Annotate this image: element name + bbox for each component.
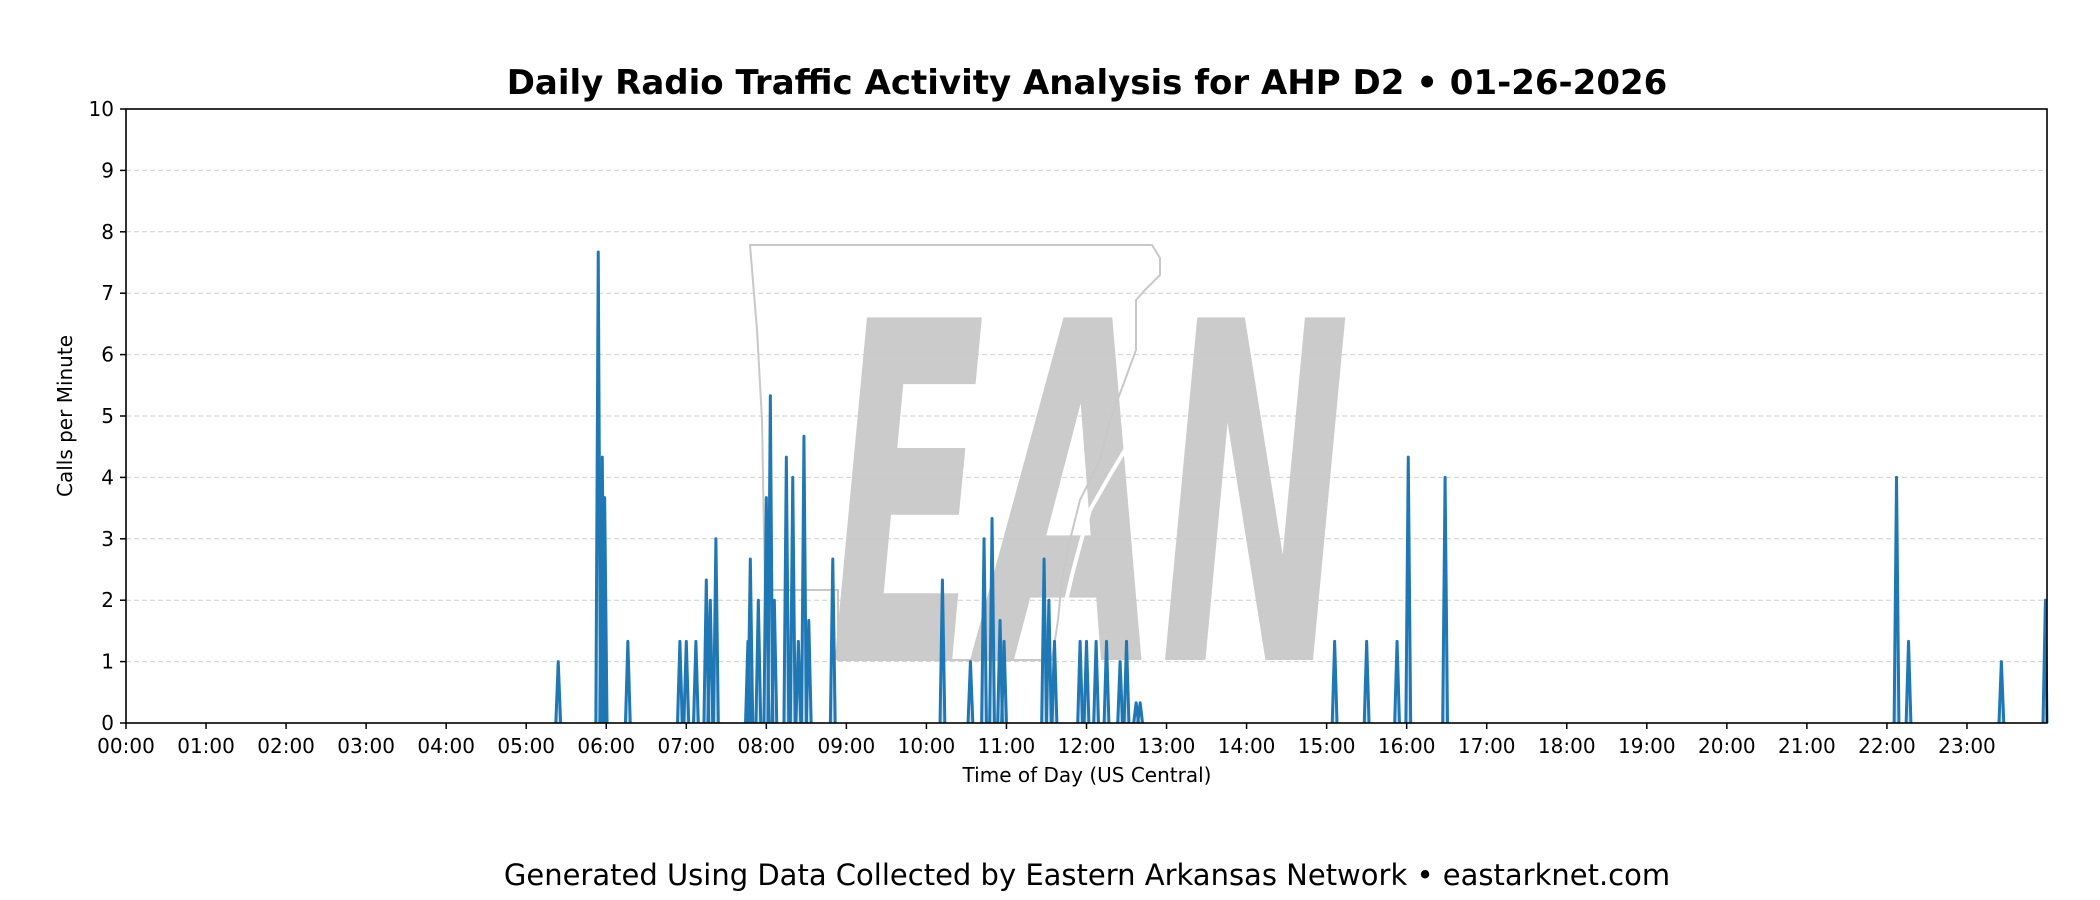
- data-spike: [1102, 639, 1111, 724]
- y-tick-label: 8: [101, 220, 114, 244]
- data-spike: [1362, 639, 1371, 724]
- x-tick-label: 16:00: [1378, 734, 1436, 758]
- x-tick-label: 08:00: [738, 734, 796, 758]
- x-tick-label: 03:00: [337, 734, 395, 758]
- x-tick-label: 17:00: [1458, 734, 1516, 758]
- x-tick-label: 10:00: [898, 734, 956, 758]
- x-tick-label: 14:00: [1218, 734, 1276, 758]
- y-tick-label: 9: [101, 158, 114, 182]
- x-tick-label: 05:00: [497, 734, 555, 758]
- data-spike: [782, 455, 791, 724]
- data-spike: [1122, 639, 1131, 724]
- data-spike: [1904, 639, 1913, 724]
- y-tick-label: 3: [101, 527, 114, 551]
- y-tick-label: 0: [101, 711, 114, 735]
- series-layer: [554, 250, 2049, 724]
- y-axis: 0 1 2 3 4 5 6 7 8 9 10: [89, 97, 126, 735]
- data-spike: [800, 434, 808, 724]
- data-spike: [1050, 639, 1059, 724]
- x-tick-label: 19:00: [1618, 734, 1676, 758]
- x-tick-label: 11:00: [978, 734, 1036, 758]
- y-tick-label: 7: [101, 281, 114, 305]
- data-spike: [1393, 639, 1401, 724]
- data-spike: [1092, 639, 1101, 724]
- y-tick-label: 2: [101, 588, 114, 612]
- data-spike: [1044, 598, 1053, 724]
- x-tick-label: 22:00: [1858, 734, 1916, 758]
- data-spike: [682, 639, 691, 724]
- x-tick-label: 07:00: [657, 734, 715, 758]
- x-tick-label: 12:00: [1058, 734, 1116, 758]
- y-tick-label: 6: [101, 343, 114, 367]
- data-spike: [770, 598, 779, 724]
- data-spike: [766, 394, 775, 724]
- data-spike: [1116, 660, 1125, 724]
- y-tick-label: 1: [101, 650, 114, 674]
- state-river-line: [1058, 304, 1187, 651]
- data-spike: [788, 475, 797, 724]
- data-spike: [804, 618, 813, 724]
- y-axis-label: Calls per Minute: [53, 335, 77, 497]
- x-axis-label: Time of Day (US Central): [962, 763, 1212, 787]
- data-spike: [828, 557, 837, 724]
- x-tick-label: 01:00: [177, 734, 235, 758]
- data-spike: [554, 660, 563, 724]
- x-tick-label: 02:00: [257, 734, 315, 758]
- x-tick-label: 15:00: [1298, 734, 1356, 758]
- x-tick-label: 09:00: [818, 734, 876, 758]
- watermark-text: EAN: [830, 224, 1350, 771]
- data-spike: [1441, 475, 1449, 724]
- data-spike: [988, 517, 996, 724]
- footer-credit: Generated Using Data Collected by Easter…: [504, 858, 1670, 892]
- x-tick-label: 23:00: [1938, 734, 1996, 758]
- x-tick-label: 18:00: [1538, 734, 1596, 758]
- state-outline: [748, 244, 1161, 661]
- data-spike: [1330, 639, 1339, 724]
- x-axis: 00:00 01:00 02:00 03:00 04:00 05:00 06:00 07:00…: [97, 723, 1996, 758]
- data-spike: [1000, 639, 1008, 724]
- data-spike: [1404, 455, 1413, 724]
- data-spike: [1997, 660, 2006, 724]
- x-tick-label: 00:00: [97, 734, 155, 758]
- data-spike: [675, 639, 684, 724]
- data-spike: [794, 639, 803, 724]
- data-spike: [691, 639, 700, 724]
- data-spike: [746, 557, 755, 724]
- chart-title: Daily Radio Traffic Activity Analysis fo…: [507, 63, 1668, 103]
- data-spike: [706, 598, 715, 724]
- x-tick-label: 06:00: [577, 734, 635, 758]
- data-spike: [1040, 557, 1048, 724]
- data-spike: [938, 578, 947, 724]
- data-spike: [754, 598, 763, 724]
- y-tick-label: 10: [89, 97, 114, 121]
- x-tick-label: 20:00: [1698, 734, 1756, 758]
- data-spike: [623, 639, 632, 724]
- data-spike: [966, 660, 975, 724]
- x-tick-label: 13:00: [1138, 734, 1196, 758]
- y-tick-label: 4: [101, 465, 114, 489]
- data-spike: [1076, 639, 1084, 724]
- data-spike: [1082, 639, 1091, 724]
- y-tick-label: 5: [101, 404, 114, 428]
- data-spike: [600, 496, 609, 724]
- grid: [126, 169, 2047, 663]
- data-spike: [712, 537, 720, 724]
- data-spike: [1892, 475, 1901, 724]
- watermark-logo: EAN: [748, 224, 1350, 771]
- data-spike: [1136, 701, 1145, 724]
- x-tick-label: 04:00: [417, 734, 475, 758]
- x-tick-label: 21:00: [1778, 734, 1836, 758]
- data-spike: [980, 537, 988, 724]
